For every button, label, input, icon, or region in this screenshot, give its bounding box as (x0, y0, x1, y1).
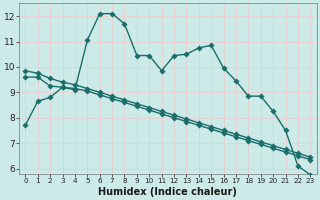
X-axis label: Humidex (Indice chaleur): Humidex (Indice chaleur) (98, 187, 237, 197)
